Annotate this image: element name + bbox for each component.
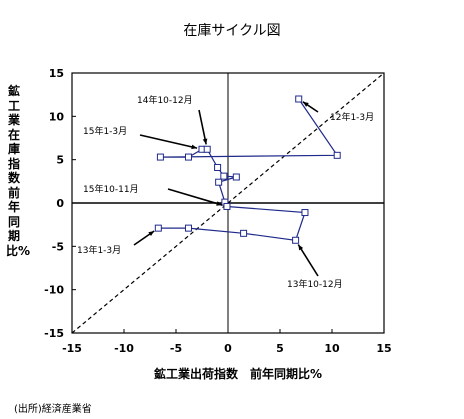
data-point — [301, 209, 309, 217]
x-tick-label: 15 — [376, 342, 391, 355]
data-point — [220, 172, 228, 180]
annotation-arrowhead — [148, 230, 155, 237]
data-point — [295, 95, 303, 103]
data-point — [156, 153, 164, 161]
annotation-label: 13年1-3月 — [77, 244, 121, 256]
y-tick-label: 10 — [49, 110, 65, 123]
x-axis-label: 鉱工業出荷指数 前年同期比% — [153, 367, 323, 381]
y-tick-label: 15 — [49, 67, 64, 80]
source-note: (出所)経済産業省 — [14, 404, 92, 415]
data-point — [214, 163, 222, 171]
x-tick-label: 0 — [224, 342, 232, 355]
chart-title: 在庫サイクル図 — [183, 23, 281, 39]
annotation-arrowhead — [298, 244, 304, 251]
y-tick-label: 5 — [56, 154, 64, 167]
y-tick-label: -10 — [44, 284, 64, 297]
annotation-arrowhead — [202, 138, 208, 145]
data-point — [223, 202, 231, 210]
annotation-label: 13年10-12月 — [287, 278, 343, 290]
data-point — [154, 224, 162, 232]
y-tick-label: 0 — [56, 197, 64, 210]
annotation-label: 15年1-3月 — [83, 125, 127, 137]
x-tick-label: -10 — [114, 342, 134, 355]
annotation-label: 15年10-11月 — [83, 183, 139, 195]
x-tick-label: 5 — [276, 342, 284, 355]
data-point — [232, 173, 240, 181]
annotation-arrow — [198, 109, 207, 145]
data-point — [203, 145, 211, 153]
x-tick-label: -5 — [170, 342, 182, 355]
x-tick-label: 10 — [324, 342, 340, 355]
annotation-label: 14年10-12月 — [137, 94, 193, 106]
annotation-arrowhead — [216, 201, 223, 206]
x-tick-label: -15 — [62, 342, 82, 355]
annotation-arrowhead — [302, 101, 309, 107]
annotation-arrowhead — [191, 144, 198, 150]
series-line — [158, 98, 339, 241]
annotation-arrow — [139, 134, 198, 149]
data-point — [333, 151, 341, 159]
annotation-arrow — [167, 188, 223, 206]
data-point — [184, 153, 192, 161]
data-point — [240, 229, 248, 237]
data-point — [215, 178, 223, 186]
annotation-arrow — [297, 244, 319, 277]
data-point — [292, 236, 300, 244]
y-tick-label: -5 — [52, 240, 64, 253]
annotation-label: 12年1-3月 — [330, 111, 374, 123]
y-tick-label: -15 — [44, 327, 64, 340]
data-point — [184, 224, 192, 232]
